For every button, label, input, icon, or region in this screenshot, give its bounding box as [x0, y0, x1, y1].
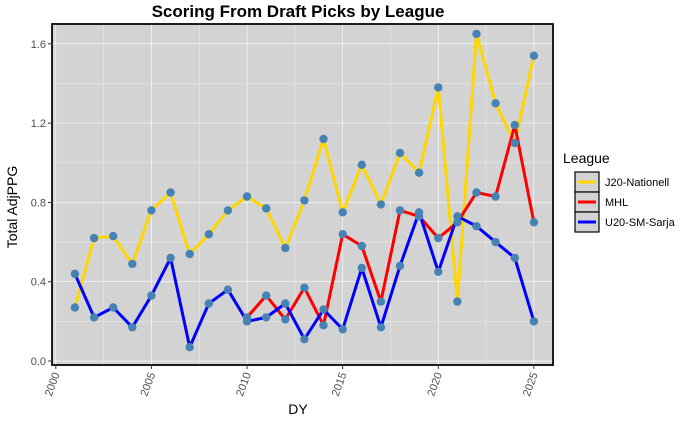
- data-point: [453, 218, 462, 227]
- x-tick-label: 2005: [139, 371, 159, 398]
- plot-border: [51, 23, 554, 366]
- x-tick-label: 2015: [330, 371, 350, 398]
- x-tick-label: 2000: [43, 371, 63, 398]
- data-point: [357, 263, 366, 273]
- data-point: [109, 303, 118, 312]
- data-point: [262, 313, 271, 322]
- data-point: [185, 249, 194, 259]
- chart-title: Scoring From Draft Picks by League: [152, 2, 445, 21]
- data-point: [147, 291, 156, 300]
- data-point: [491, 99, 500, 108]
- data-point: [434, 267, 443, 276]
- data-point: [338, 208, 347, 217]
- y-tick-label: 0.4: [31, 277, 46, 289]
- data-point: [376, 200, 386, 209]
- data-point: [376, 323, 386, 332]
- y-axis-title: Total AdjPPG: [4, 166, 20, 249]
- data-point: [338, 230, 347, 239]
- legend-label: U20-SM-Sarja: [605, 217, 676, 229]
- data-point: [70, 303, 80, 312]
- data-point: [472, 188, 481, 197]
- plot-panel: [51, 23, 554, 366]
- data-point: [472, 29, 481, 39]
- data-point: [281, 315, 290, 324]
- x-tick-label: 2010: [234, 371, 254, 398]
- y-tick-label: 1.6: [31, 39, 46, 51]
- data-point: [89, 313, 99, 322]
- data-point: [319, 305, 328, 314]
- data-point: [414, 208, 424, 217]
- data-point: [319, 321, 328, 330]
- y-tick-label: 1.2: [31, 118, 46, 130]
- x-tick-label: 2020: [425, 371, 445, 398]
- legend: League J20-Nationell MHL U20-SM-Sarja: [563, 150, 676, 233]
- data-point: [300, 335, 309, 344]
- data-point: [128, 259, 137, 269]
- data-point: [204, 230, 213, 239]
- data-point: [128, 323, 137, 332]
- data-point: [147, 206, 156, 215]
- data-point: [510, 120, 519, 130]
- data-point: [70, 269, 80, 278]
- data-point: [242, 192, 252, 201]
- x-tick-label: 2025: [521, 371, 541, 398]
- data-point: [510, 253, 519, 263]
- legend-title: League: [563, 150, 610, 166]
- data-point: [262, 204, 271, 213]
- data-point: [491, 237, 500, 247]
- data-point: [434, 83, 443, 92]
- data-point: [300, 196, 309, 205]
- data-point: [166, 253, 175, 263]
- data-point: [109, 231, 118, 241]
- data-point: [223, 285, 233, 294]
- data-point: [510, 138, 519, 148]
- legend-label: J20-Nationell: [605, 177, 669, 189]
- data-point: [529, 317, 539, 326]
- series-line: [245, 123, 536, 327]
- data-point: [529, 51, 539, 60]
- data-point: [262, 291, 271, 300]
- data-point: [414, 168, 424, 177]
- x-axis-title: DY: [288, 401, 308, 417]
- data-point: [185, 343, 194, 352]
- data-point: [453, 297, 462, 306]
- data-point: [395, 206, 405, 215]
- data-point: [242, 317, 252, 326]
- data-point: [357, 160, 366, 169]
- data-point: [300, 283, 309, 292]
- y-tick-label: 0.8: [31, 197, 46, 209]
- y-tick-label: 0.0: [31, 356, 46, 368]
- data-point: [529, 218, 539, 227]
- data-point: [491, 192, 500, 201]
- data-point: [338, 325, 347, 334]
- data-point: [376, 297, 386, 306]
- series-points: [70, 29, 539, 352]
- data-point: [357, 241, 366, 251]
- data-point: [434, 233, 443, 243]
- data-point: [166, 188, 175, 197]
- legend-label: MHL: [605, 197, 628, 209]
- data-point: [204, 299, 213, 308]
- data-point: [472, 222, 481, 231]
- data-point: [281, 243, 290, 253]
- data-point: [453, 212, 462, 221]
- data-point: [319, 134, 328, 144]
- data-point: [223, 206, 233, 215]
- data-point: [89, 233, 99, 243]
- data-point: [281, 299, 290, 308]
- data-point: [395, 148, 405, 158]
- data-point: [395, 261, 405, 271]
